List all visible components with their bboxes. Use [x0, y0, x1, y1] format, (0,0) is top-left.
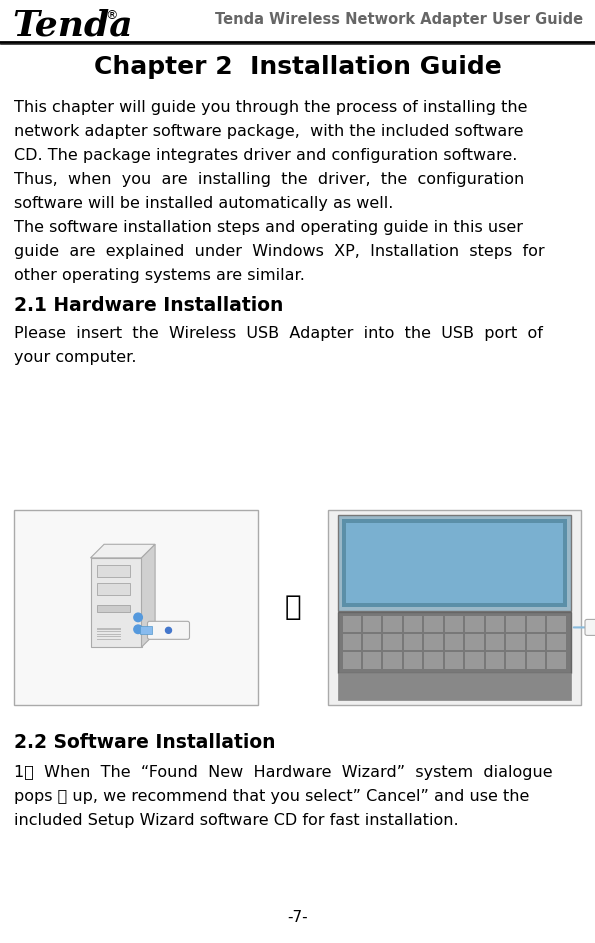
- Bar: [346, 523, 563, 604]
- Text: pops 　 up, we recommend that you select” Cancel” and use the: pops up, we recommend that you select” C…: [14, 789, 530, 804]
- Text: 2.1 Hardware Installation: 2.1 Hardware Installation: [14, 296, 283, 315]
- Bar: [342, 519, 567, 607]
- Bar: [424, 653, 443, 669]
- Bar: [98, 638, 121, 640]
- Bar: [445, 616, 464, 632]
- Bar: [486, 634, 504, 651]
- Bar: [139, 626, 152, 635]
- FancyBboxPatch shape: [585, 620, 595, 636]
- Bar: [98, 631, 121, 632]
- Bar: [527, 616, 545, 632]
- Polygon shape: [90, 544, 155, 558]
- Bar: [343, 616, 361, 632]
- Bar: [338, 515, 571, 611]
- Bar: [465, 616, 484, 632]
- Bar: [383, 653, 402, 669]
- Bar: [424, 616, 443, 632]
- Text: software will be installed automatically as well.: software will be installed automatically…: [14, 196, 393, 211]
- Text: your computer.: your computer.: [14, 350, 136, 365]
- Text: Please  insert  the  Wireless  USB  Adapter  into  the  USB  port  of: Please insert the Wireless USB Adapter i…: [14, 326, 543, 341]
- Text: Chapter 2  Installation Guide: Chapter 2 Installation Guide: [93, 55, 502, 79]
- Circle shape: [134, 613, 142, 621]
- Text: network adapter software package,  with the included software: network adapter software package, with t…: [14, 124, 524, 139]
- Text: guide  are  explained  under  Windows  XP,  Installation  steps  for: guide are explained under Windows XP, In…: [14, 244, 544, 259]
- Bar: [465, 653, 484, 669]
- Circle shape: [165, 627, 171, 634]
- Text: -7-: -7-: [287, 910, 308, 925]
- Bar: [98, 605, 130, 612]
- Bar: [506, 634, 525, 651]
- Bar: [90, 558, 142, 647]
- Bar: [343, 653, 361, 669]
- Bar: [98, 634, 121, 635]
- Bar: [547, 616, 565, 632]
- Text: CD. The package integrates driver and configuration software.: CD. The package integrates driver and co…: [14, 148, 518, 163]
- Bar: [486, 653, 504, 669]
- Text: This chapter will guide you through the process of installing the: This chapter will guide you through the …: [14, 100, 528, 115]
- Text: Thus,  when  you  are  installing  the  driver,  the  configuration: Thus, when you are installing the driver…: [14, 172, 524, 187]
- Bar: [338, 612, 571, 673]
- Bar: [343, 634, 361, 651]
- Text: 或: 或: [284, 593, 301, 621]
- Text: other operating systems are similar.: other operating systems are similar.: [14, 268, 305, 283]
- Text: Tenda Wireless Network Adapter User Guide: Tenda Wireless Network Adapter User Guid…: [215, 12, 583, 27]
- Bar: [527, 634, 545, 651]
- Bar: [506, 616, 525, 632]
- Bar: [527, 653, 545, 669]
- Bar: [383, 616, 402, 632]
- Bar: [338, 673, 571, 700]
- Bar: [328, 510, 581, 705]
- Text: 2.2 Software Installation: 2.2 Software Installation: [14, 733, 275, 752]
- Polygon shape: [142, 544, 155, 647]
- Bar: [98, 565, 130, 576]
- Bar: [98, 584, 130, 595]
- Bar: [404, 616, 422, 632]
- Text: included Setup Wizard software CD for fast installation.: included Setup Wizard software CD for fa…: [14, 813, 459, 828]
- Bar: [486, 616, 504, 632]
- Bar: [547, 653, 565, 669]
- Bar: [383, 634, 402, 651]
- Bar: [363, 616, 381, 632]
- Bar: [363, 653, 381, 669]
- Text: 1．  When  The  “Found  New  Hardware  Wizard”  system  dialogue: 1． When The “Found New Hardware Wizard” …: [14, 765, 553, 780]
- Bar: [404, 653, 422, 669]
- Bar: [424, 634, 443, 651]
- Text: The software installation steps and operating guide in this user: The software installation steps and oper…: [14, 220, 523, 235]
- Bar: [363, 634, 381, 651]
- Bar: [506, 653, 525, 669]
- Text: ®: ®: [105, 9, 117, 22]
- Bar: [445, 653, 464, 669]
- Circle shape: [134, 625, 142, 634]
- Bar: [14, 510, 258, 705]
- Text: Tenda: Tenda: [12, 8, 133, 42]
- Bar: [98, 628, 121, 630]
- Bar: [404, 634, 422, 651]
- FancyBboxPatch shape: [148, 621, 189, 639]
- Bar: [465, 634, 484, 651]
- Bar: [445, 634, 464, 651]
- Bar: [547, 634, 565, 651]
